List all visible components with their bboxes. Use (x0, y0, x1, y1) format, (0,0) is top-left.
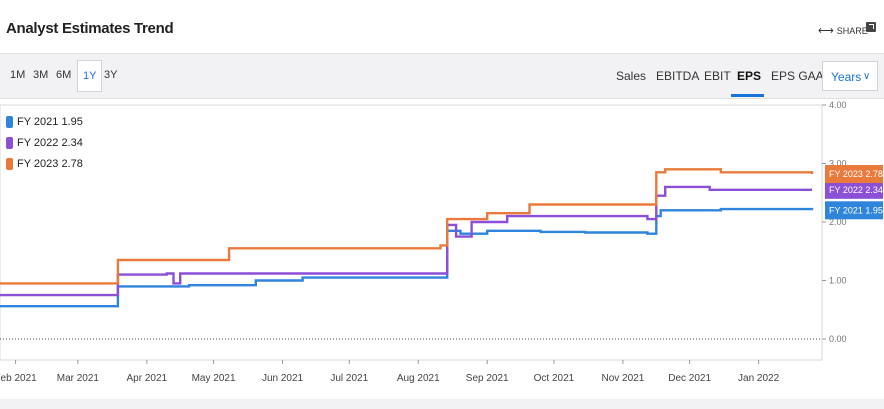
y-tick-label: 3.00 (829, 159, 847, 169)
legend-swatch (6, 115, 13, 128)
x-tick-label: Apr 2021 (127, 373, 168, 384)
range-1m[interactable]: 1M (10, 69, 26, 81)
legend-item[interactable]: FY 2021 1.95 (6, 111, 83, 132)
x-tick-label: Sep 2021 (466, 373, 509, 384)
y-tick-label: 0.00 (829, 334, 847, 344)
chart-legend: FY 2021 1.95 FY 2022 2.34 FY 2023 2.78 (6, 111, 83, 174)
plot-area (0, 104, 823, 361)
series-end-tag: FY 2021 1.95 (825, 201, 883, 220)
legend-label: FY 2021 1.95 (17, 115, 83, 128)
share-label: SHARE (836, 25, 868, 36)
series-end-tag-bg (825, 180, 883, 199)
y-tick-label: 4.00 (829, 100, 847, 110)
active-metric-underline (731, 94, 764, 97)
range-3m[interactable]: 3M (33, 69, 49, 81)
chevron-down-icon: ∨ (863, 71, 871, 82)
x-tick-label: Jul 2021 (330, 373, 368, 384)
metric-sales[interactable]: Sales (616, 69, 647, 83)
series-line-fy-2021 (0, 207, 814, 308)
legend-item[interactable]: FY 2022 2.34 (6, 132, 83, 153)
period-select[interactable]: Years ∨ (822, 61, 878, 91)
x-tick-label: Nov 2021 (601, 373, 644, 384)
footer-strip (0, 399, 884, 409)
series-line-fy-2022 (0, 185, 812, 297)
period-select-value: Years (831, 70, 862, 84)
metric-ebitda[interactable]: EBITDA (656, 69, 700, 83)
share-icon: ⟷ (818, 25, 834, 37)
x-tick-label: Feb 2021 (0, 373, 37, 384)
series-end-tag-bg (825, 201, 883, 220)
metric-eps[interactable]: EPS (737, 69, 762, 83)
x-tick-label: Oct 2021 (534, 373, 575, 384)
series-end-tag: FY 2022 2.34 (825, 180, 883, 199)
legend-swatch (6, 157, 13, 170)
metric-eps-gaap[interactable]: EPS GAAP (771, 69, 832, 83)
legend-label: FY 2023 2.78 (17, 157, 83, 170)
series-end-tag-label: FY 2021 1.95 (829, 205, 883, 215)
x-tick-label: May 2021 (192, 373, 236, 384)
range-1y[interactable]: 1Y (77, 60, 103, 92)
x-tick-label: Dec 2021 (668, 373, 711, 384)
legend-item[interactable]: FY 2023 2.78 (6, 153, 83, 174)
x-tick-label: Aug 2021 (397, 373, 440, 384)
x-tick-label: Jan 2022 (738, 373, 780, 384)
y-tick-label: 1.00 (829, 276, 847, 286)
widget-title: Analyst Estimates Trend (6, 20, 174, 37)
series-end-tag-bg (825, 165, 883, 184)
series-end-tag-label: FY 2023 2.78 (829, 169, 883, 179)
series-line-fy-2023 (0, 168, 814, 285)
y-tick-label: 2.00 (829, 217, 847, 227)
range-6m[interactable]: 6M (56, 69, 72, 81)
metric-ebit[interactable]: EBIT (704, 69, 731, 83)
series-end-tag: FY 2023 2.78 (825, 165, 883, 184)
chart-toolbar: 1M 3M 6M 1Y 3Y Sales EBITDA EBIT EPS EPS… (0, 53, 884, 99)
legend-swatch (6, 136, 13, 149)
expand-icon[interactable] (866, 22, 876, 32)
x-tick-label: Jun 2021 (262, 373, 304, 384)
x-tick-label: Mar 2021 (57, 373, 100, 384)
share-button[interactable]: ⟷ SHARE (818, 24, 868, 37)
legend-label: FY 2022 2.34 (17, 136, 83, 149)
range-3y[interactable]: 3Y (104, 69, 118, 81)
series-end-tag-label: FY 2022 2.34 (829, 185, 883, 195)
